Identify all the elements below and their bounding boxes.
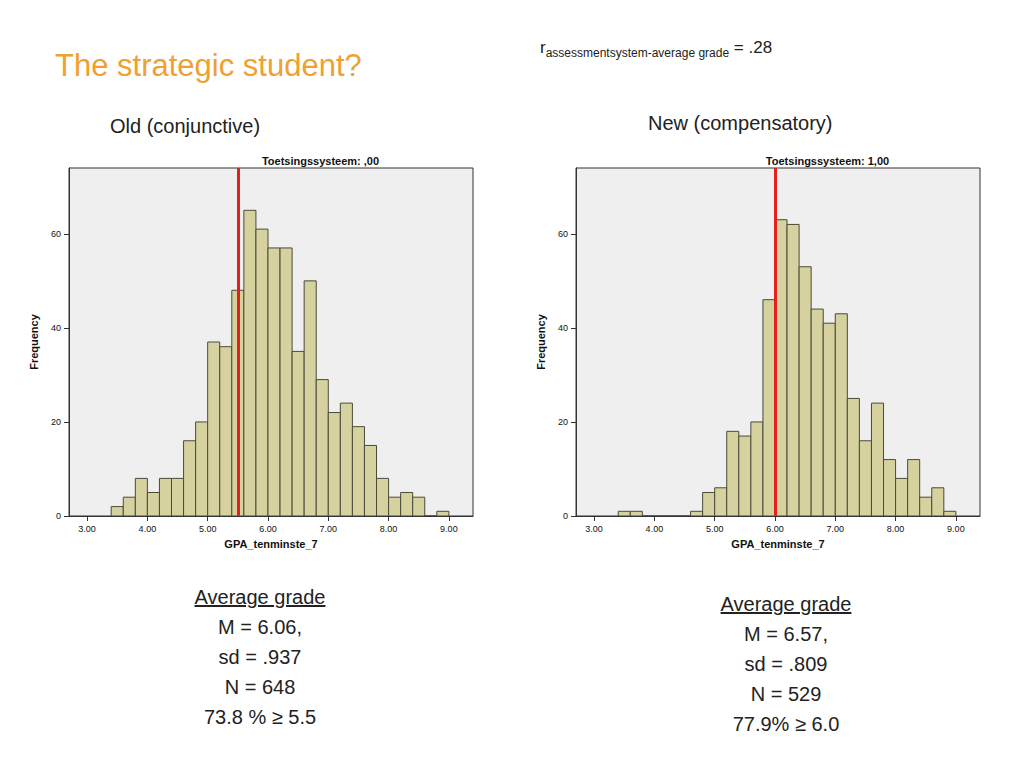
html-text:The strategic student?: The strategic student?: [55, 48, 362, 83]
svg-text:9.00: 9.00: [440, 524, 458, 534]
svg-text:Toetsingssysteem: 1,00: Toetsingssysteem: 1,00: [766, 155, 889, 167]
svg-text:8.00: 8.00: [887, 524, 905, 534]
svg-text:20: 20: [558, 417, 568, 427]
svg-text:4.00: 4.00: [139, 524, 157, 534]
html-text:M = 6.57,: M = 6.57,: [744, 623, 828, 645]
html-text:Old (conjunctive): Old (conjunctive): [110, 115, 261, 137]
svg-text:8.00: 8.00: [380, 524, 398, 534]
svg-text:9.00: 9.00: [947, 524, 965, 534]
svg-text:20: 20: [51, 417, 61, 427]
html-text:sd = .809: sd = .809: [744, 653, 828, 675]
html-text:Average grade: Average grade: [194, 586, 326, 608]
html-text:N = 648: N = 648: [224, 676, 296, 698]
svg-text:Frequency: Frequency: [535, 313, 547, 370]
svg-text:Toetsingssysteem: ,00: Toetsingssysteem: ,00: [262, 155, 379, 167]
svg-text:Frequency: Frequency: [28, 313, 40, 370]
svg-text:3.00: 3.00: [585, 524, 603, 534]
html-text:rassessmentsystem-average grad: rassessmentsystem-average grade= .28: [540, 38, 773, 61]
svg-text:60: 60: [51, 229, 61, 239]
svg-text:4.00: 4.00: [646, 524, 664, 534]
html-text:M = 6.06,: M = 6.06,: [218, 616, 302, 638]
html-text:73.8 % ≥ 5.5: 73.8 % ≥ 5.5: [203, 706, 317, 728]
svg-text:60: 60: [558, 229, 568, 239]
svg-text:6.00: 6.00: [766, 524, 784, 534]
svg-text:40: 40: [51, 323, 61, 333]
html-text:Average grade: Average grade: [720, 593, 852, 615]
svg-text:7.00: 7.00: [320, 524, 338, 534]
svg-text:0: 0: [56, 511, 61, 521]
svg-text:GPA_tenminste_7: GPA_tenminste_7: [731, 538, 824, 550]
svg-text:3.00: 3.00: [78, 524, 96, 534]
html-text:N = 529: N = 529: [750, 683, 822, 705]
svg-text:5.00: 5.00: [199, 524, 217, 534]
svg-text:GPA_tenminste_7: GPA_tenminste_7: [224, 538, 317, 550]
svg-text:40: 40: [558, 323, 568, 333]
svg-text:5.00: 5.00: [706, 524, 724, 534]
html-text:77.9% ≥ 6.0: 77.9% ≥ 6.0: [732, 713, 840, 735]
svg-text:0: 0: [563, 511, 568, 521]
html-text:sd = .937: sd = .937: [218, 646, 302, 668]
html-text:New (compensatory): New (compensatory): [648, 112, 833, 134]
svg-text:6.00: 6.00: [259, 524, 277, 534]
svg-text:7.00: 7.00: [827, 524, 845, 534]
